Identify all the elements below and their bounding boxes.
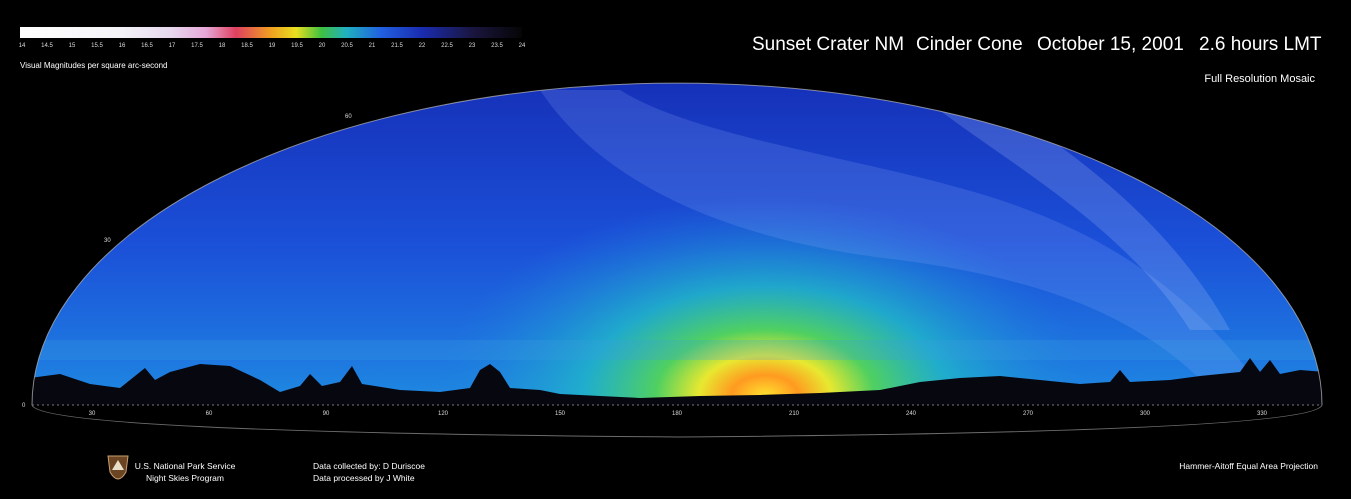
azimuth-label: 210 <box>789 411 800 417</box>
colorbar-tick-label: 18 <box>219 43 226 49</box>
title-part: Sunset Crater NM <box>752 34 904 55</box>
colorbar <box>20 27 522 38</box>
credit: Data processed by J White <box>313 473 415 483</box>
agency: U.S. National Park Service <box>135 461 236 471</box>
colorbar-tick-label: 17 <box>169 43 176 49</box>
nps-logo <box>107 455 129 480</box>
colorbar-tick-label: 23 <box>469 43 476 49</box>
title-part: 2.6 hours LMT <box>1199 34 1322 55</box>
colorbar-tick-label: 20 <box>319 43 326 49</box>
colorbar-tick-label: 20.5 <box>341 43 353 49</box>
azimuth-label: 300 <box>1140 411 1151 417</box>
colorbar-label: Visual Magnitudes per square arc-second <box>20 61 168 70</box>
azimuth-label: 90 <box>323 411 330 417</box>
colorbar-tick-label: 17.5 <box>191 43 203 49</box>
colorbar-tick-label: 23.5 <box>491 43 503 49</box>
colorbar-tick-label: 24 <box>519 43 526 49</box>
azimuth-label: 120 <box>438 411 449 417</box>
azimuth-label: 150 <box>555 411 566 417</box>
colorbar-tick-label: 16.5 <box>141 43 153 49</box>
title-part: October 15, 2001 <box>1037 34 1184 55</box>
colorbar-tick-label: 18.5 <box>241 43 253 49</box>
subtitle: Full Resolution Mosaic <box>1204 73 1315 85</box>
colorbar-tick-label: 15.5 <box>91 43 103 49</box>
dome-outline <box>31 82 1323 406</box>
colorbar-tick-label: 16 <box>119 43 126 49</box>
azimuth-labels: 30 60 90 120 150 180 210 240 270 300 330 <box>89 411 1268 417</box>
colorbar-tick-label: 21 <box>369 43 376 49</box>
azimuth-label: 240 <box>906 411 917 417</box>
colorbar-tick-label: 22 <box>419 43 426 49</box>
colorbar-tick-label: 19.5 <box>291 43 303 49</box>
sky <box>32 83 1322 405</box>
title: Sunset Crater NM Cinder Cone October 15,… <box>752 34 1322 55</box>
colorbar-ticks: 14 14.5 15 15.5 16 16.5 17 17.5 18 18.5 19 19.5 20 20… <box>19 43 526 49</box>
projection: Hammer-Aitoff Equal Area Projection <box>1179 461 1318 471</box>
agency: Night Skies Program <box>146 473 224 483</box>
colorbar-tick-label: 14 <box>19 43 26 49</box>
altitude-label: 30 <box>104 238 111 244</box>
azimuth-label: 270 <box>1023 411 1034 417</box>
altitude-label: 60 <box>345 114 352 120</box>
colorbar-tick-label: 21.5 <box>391 43 403 49</box>
azimuth-label: 30 <box>89 411 96 417</box>
colorbar-tick-label: 22.5 <box>441 43 453 49</box>
lower-outline <box>31 404 1323 438</box>
azimuth-label: 60 <box>206 411 213 417</box>
colorbar-tick-label: 19 <box>269 43 276 49</box>
azimuth-label: 180 <box>672 411 683 417</box>
colorbar-tick-label: 14.5 <box>41 43 53 49</box>
azimuth-label: 330 <box>1257 411 1268 417</box>
colorbar-tick-label: 15 <box>69 43 76 49</box>
credit: Data collected by: D Duriscoe <box>313 461 425 471</box>
altitude-label: 0 <box>22 403 26 409</box>
title-part: Cinder Cone <box>916 34 1023 55</box>
